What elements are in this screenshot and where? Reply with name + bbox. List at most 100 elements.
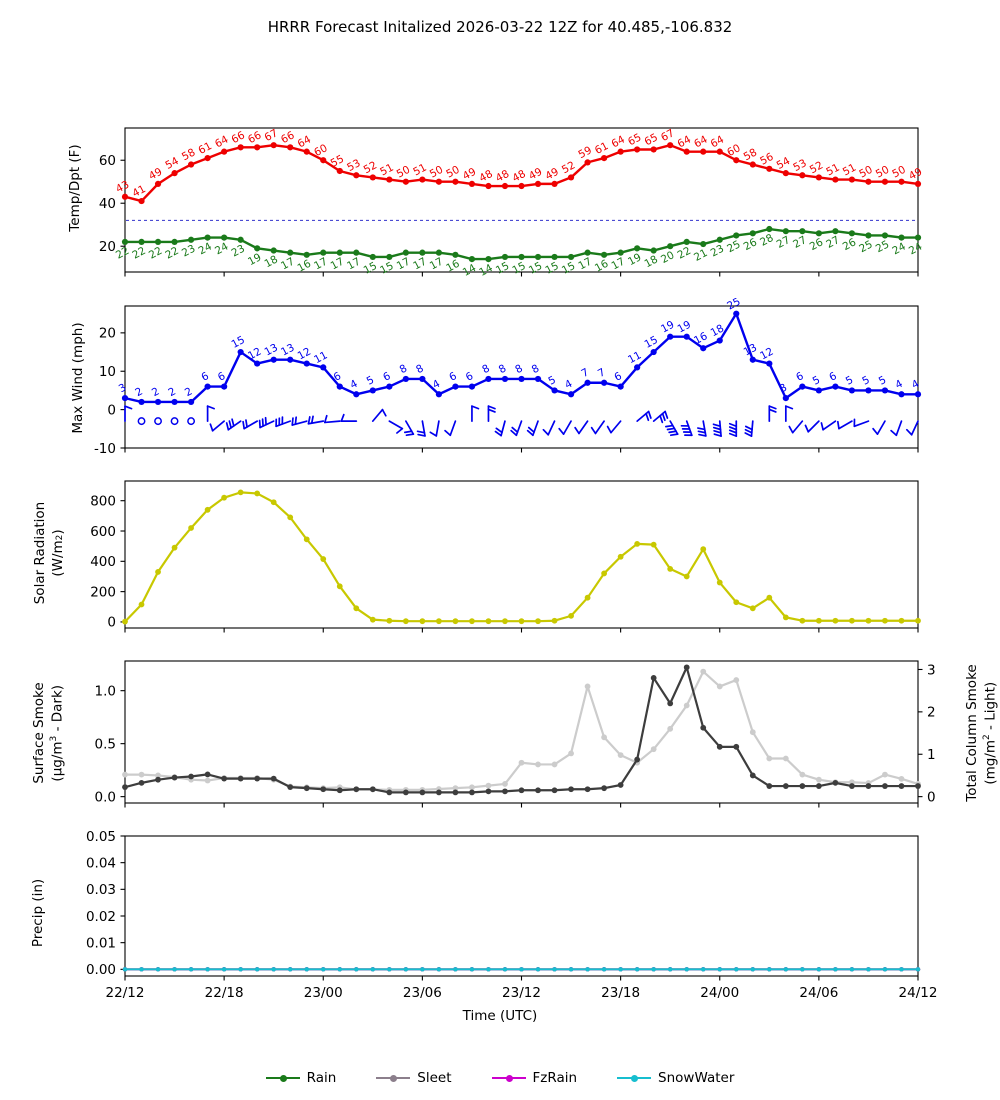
svg-text:15: 15 xyxy=(230,334,247,351)
svg-text:2: 2 xyxy=(150,385,162,399)
legend-item-rain: Rain xyxy=(265,1070,336,1086)
svg-text:15: 15 xyxy=(510,260,527,277)
svg-text:65: 65 xyxy=(643,131,660,148)
svg-text:65: 65 xyxy=(626,131,643,148)
axes-frame xyxy=(124,660,919,804)
svg-text:25: 25 xyxy=(857,238,874,255)
svg-text:25: 25 xyxy=(874,238,891,255)
svg-text:24: 24 xyxy=(213,240,231,257)
svg-text:11: 11 xyxy=(312,349,329,366)
svg-text:7: 7 xyxy=(596,366,608,380)
svg-text:43: 43 xyxy=(114,179,131,196)
svg-text:26: 26 xyxy=(841,236,859,253)
svg-text:8: 8 xyxy=(513,362,525,376)
svg-text:52: 52 xyxy=(362,159,379,176)
legend-item-sleet: Sleet xyxy=(376,1070,452,1086)
legend-swatch-snowwater xyxy=(617,1073,652,1083)
svg-text:16: 16 xyxy=(444,258,462,275)
svg-text:15: 15 xyxy=(362,260,379,277)
svg-text:17: 17 xyxy=(609,256,626,273)
svg-text:10: 10 xyxy=(99,364,116,380)
svg-text:23/12: 23/12 xyxy=(502,985,541,1001)
svg-text:28: 28 xyxy=(758,232,775,249)
svg-text:21: 21 xyxy=(692,247,709,264)
svg-text:53: 53 xyxy=(345,157,362,174)
svg-text:19: 19 xyxy=(626,251,643,268)
svg-text:6: 6 xyxy=(464,370,476,384)
svg-text:16: 16 xyxy=(296,258,314,275)
svg-text:4: 4 xyxy=(563,378,575,392)
svg-text:13: 13 xyxy=(279,342,296,359)
svg-text:17: 17 xyxy=(411,256,428,273)
svg-text:8: 8 xyxy=(398,362,410,376)
svg-text:17: 17 xyxy=(395,256,412,273)
wind-barbs xyxy=(124,405,919,437)
svg-text:24: 24 xyxy=(890,240,908,257)
svg-text:27: 27 xyxy=(791,234,808,251)
svg-text:22: 22 xyxy=(114,245,131,262)
svg-text:16: 16 xyxy=(593,258,611,275)
legend-label: Sleet xyxy=(417,1070,452,1086)
svg-text:4: 4 xyxy=(348,378,360,392)
svg-text:51: 51 xyxy=(378,161,395,178)
svg-text:49: 49 xyxy=(461,166,478,183)
svg-text:17: 17 xyxy=(428,256,445,273)
svg-text:64: 64 xyxy=(609,133,627,150)
svg-text:15: 15 xyxy=(494,260,511,277)
svg-text:20: 20 xyxy=(99,326,116,342)
svg-text:15: 15 xyxy=(560,260,577,277)
legend-item-fzrain: FzRain xyxy=(491,1070,577,1086)
svg-text:50: 50 xyxy=(890,164,907,181)
series-solar-radiation xyxy=(122,489,921,625)
x-axis-ticks xyxy=(124,448,919,453)
svg-text:14: 14 xyxy=(477,262,495,279)
svg-text:2: 2 xyxy=(927,705,936,721)
svg-text:66: 66 xyxy=(230,129,248,146)
series-snowwater xyxy=(122,967,921,972)
svg-text:25: 25 xyxy=(725,238,742,255)
svg-text:17: 17 xyxy=(279,256,296,273)
series-surface-smoke xyxy=(122,664,921,796)
svg-text:6: 6 xyxy=(447,370,459,384)
svg-text:23: 23 xyxy=(230,243,247,260)
svg-text:58: 58 xyxy=(180,146,197,163)
svg-text:24/06: 24/06 xyxy=(799,985,838,1001)
svg-text:26: 26 xyxy=(808,236,826,253)
svg-text:12: 12 xyxy=(296,345,313,362)
svg-text:15: 15 xyxy=(643,334,660,351)
svg-text:50: 50 xyxy=(874,164,891,181)
svg-text:19: 19 xyxy=(676,319,693,336)
legend: Rain Sleet FzRain SnowWater xyxy=(0,1070,1000,1086)
svg-text:0: 0 xyxy=(107,615,116,631)
svg-text:22/18: 22/18 xyxy=(205,985,244,1001)
legend-item-snowwater: SnowWater xyxy=(617,1070,734,1086)
svg-text:0.03: 0.03 xyxy=(86,882,116,898)
svg-text:6: 6 xyxy=(381,370,393,384)
svg-text:3: 3 xyxy=(778,382,790,396)
svg-text:6: 6 xyxy=(199,370,211,384)
svg-text:24: 24 xyxy=(196,240,214,257)
svg-text:2: 2 xyxy=(183,385,195,399)
svg-text:58: 58 xyxy=(742,146,759,163)
svg-text:50: 50 xyxy=(395,164,412,181)
svg-text:1: 1 xyxy=(927,747,936,763)
svg-text:52: 52 xyxy=(560,159,577,176)
svg-text:50: 50 xyxy=(857,164,874,181)
svg-text:20: 20 xyxy=(659,249,676,266)
axes-frame xyxy=(124,480,919,629)
x-axis-ticks: 22/1222/1823/0023/0623/1223/1824/0024/06… xyxy=(124,628,919,633)
svg-text:8: 8 xyxy=(480,362,492,376)
svg-text:67: 67 xyxy=(659,127,676,144)
svg-text:17: 17 xyxy=(345,256,362,273)
svg-text:50: 50 xyxy=(428,164,445,181)
svg-text:3: 3 xyxy=(117,382,129,396)
legend-label: SnowWater xyxy=(658,1070,735,1086)
svg-text:6: 6 xyxy=(216,370,228,384)
svg-text:17: 17 xyxy=(312,256,329,273)
svg-text:13: 13 xyxy=(742,342,759,359)
x-axis-ticks xyxy=(124,803,919,808)
svg-text:0.04: 0.04 xyxy=(86,855,116,871)
